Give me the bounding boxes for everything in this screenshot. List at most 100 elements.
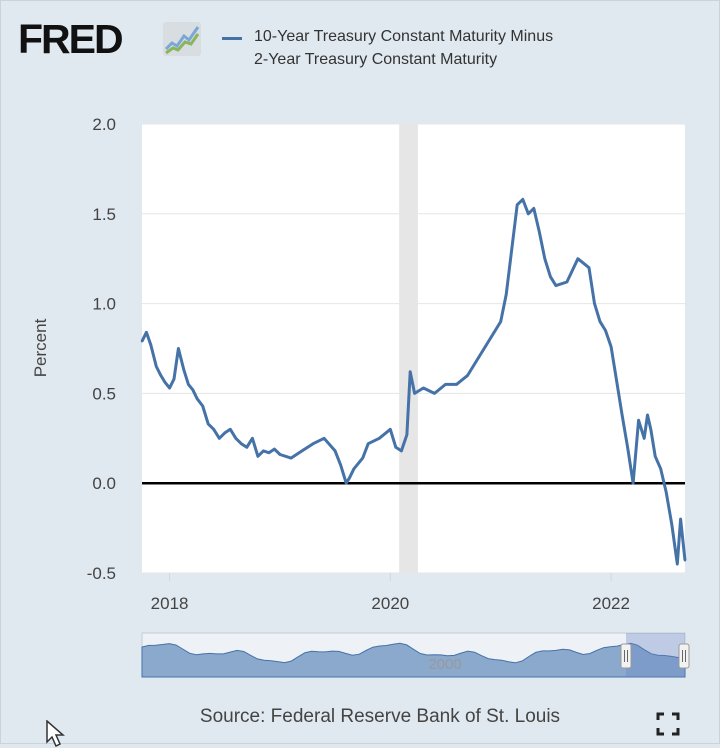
data-point [187,383,190,386]
data-point [499,320,502,323]
data-point [646,413,649,417]
y-tick-label: 1.5 [92,205,116,224]
navigator-series [141,642,686,678]
data-point [159,374,162,377]
data-point [348,476,351,479]
data-point [164,381,167,384]
data-point [654,455,657,458]
data-point [510,248,513,251]
data-point [620,413,624,417]
data-point [543,257,546,260]
data-point [182,368,186,372]
data-point [405,433,409,436]
data-point [455,383,458,386]
data-point [361,456,364,460]
data-point [256,455,260,458]
data-point [245,446,248,449]
data-point [444,383,447,386]
data-point [631,482,635,485]
data-point [488,338,491,341]
data-point [670,523,673,526]
handle-grip [620,643,632,669]
data-point [565,280,569,284]
data-point [587,266,591,269]
navigator-selection[interactable] [626,633,685,677]
data-point [311,442,315,445]
y-tick-label: 0.0 [92,474,116,493]
legend-swatch [222,37,242,40]
data-point [177,347,180,350]
data-point [367,442,370,445]
data-point [643,437,646,440]
data-point [172,377,176,381]
data-point [229,428,232,431]
data-point [223,431,226,435]
data-point [576,257,580,260]
data-point [145,331,148,334]
y-tick-label: -0.5 [87,564,116,583]
fred-graph-icon [163,22,201,56]
data-point [300,449,304,453]
navigator-year-label: 2000 [428,656,461,673]
data-point [615,379,618,382]
data-point [400,449,403,453]
navigator-right-handle[interactable] [678,643,690,669]
data-point [333,449,337,453]
data-point [262,449,265,453]
data-point [683,559,687,562]
y-tick-label: 0.5 [92,384,116,403]
data-point [413,392,416,395]
data-point [207,422,210,426]
fred-logo[interactable]: FRED [18,16,208,62]
data-point [212,428,215,431]
data-point [433,392,436,395]
data-point [273,447,276,451]
data-point [345,482,348,485]
fullscreen-icon[interactable] [656,712,680,736]
data-point [201,404,204,408]
data-point [665,491,668,494]
data-point [155,365,158,368]
data-point [521,198,524,201]
x-tick-label: 2022 [592,594,630,613]
data-point [659,467,662,470]
navigator-left-handle[interactable] [620,643,632,669]
recession-band [399,124,418,573]
data-point [626,446,629,449]
y-tick-label: 2.0 [92,115,116,134]
series-line [140,197,687,566]
x-tick-label: 2020 [371,594,409,613]
data-point [251,437,254,440]
data-point [234,437,237,440]
data-point [394,446,397,449]
data-point [352,467,356,470]
data-point [422,386,425,390]
data-point [477,356,480,359]
data-point [339,464,342,467]
data-point [679,517,682,521]
data-point [649,428,652,431]
data-point [196,397,199,400]
data-point [538,230,541,233]
data-point [549,275,552,278]
legend-label: 10-Year Treasury Constant Maturity Minus… [254,28,554,68]
data-point [168,386,171,390]
data-point [604,329,607,332]
data-point [516,203,519,206]
data-point [676,562,679,566]
data-point [532,207,535,210]
data-point [409,370,412,373]
data-point [389,428,392,431]
data-point [593,302,596,305]
chart-svg[interactable]: -0.5 0.0 0.5 1.0 1.5 2.0 2018 2020 2022 2000 [0,0,720,700]
source-note: Source: Federal Reserve Bank of St. Loui… [199,706,561,727]
data-point [505,293,508,296]
data-point [267,451,271,454]
handle-grip [678,643,690,669]
data-point [149,343,152,347]
data-point [191,388,194,391]
data-point [466,374,469,377]
data-point [609,345,613,348]
data-point [378,437,381,440]
data-point [240,442,243,445]
